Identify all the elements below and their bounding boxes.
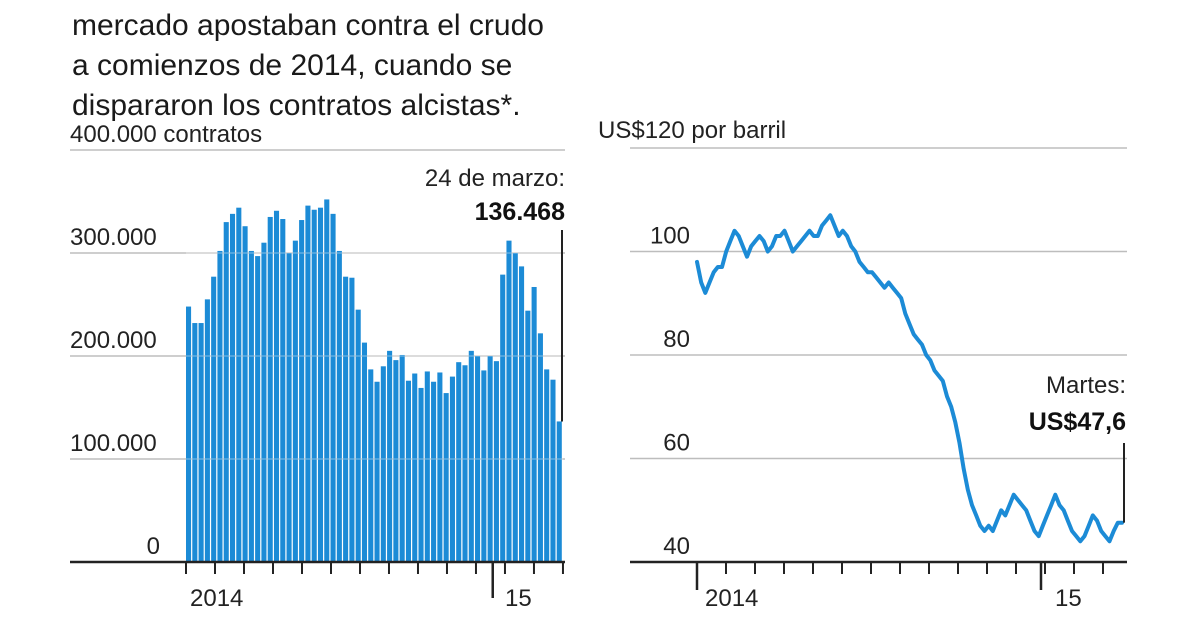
annotation-label: Martes: [1046, 372, 1126, 399]
annotation-label: 24 de marzo: [425, 165, 565, 192]
x-tick-label: 15 [1055, 585, 1082, 612]
bar [475, 356, 481, 562]
bar [305, 205, 311, 562]
intro-line-3: dispararon los contratos alcistas*. [72, 86, 592, 126]
bar [248, 250, 254, 562]
bar [556, 421, 562, 562]
bar [456, 362, 462, 562]
bar [393, 360, 399, 562]
bar [330, 213, 336, 563]
bar [324, 199, 330, 562]
bar [229, 213, 236, 563]
bar [405, 380, 411, 562]
bar [468, 350, 474, 562]
bar [292, 240, 298, 562]
bar [537, 333, 543, 562]
bar [550, 379, 556, 562]
bar [506, 240, 512, 562]
bar [531, 286, 537, 562]
y-tick-label: 40 [663, 533, 690, 560]
bar [349, 277, 355, 562]
bar [186, 306, 192, 562]
footnote-asterisk: *. [500, 89, 521, 122]
x-tick-label: 15 [505, 585, 532, 612]
bar [273, 210, 280, 562]
intro-line-1: mercado apostaban contra el crudo [72, 9, 544, 42]
bar [198, 323, 204, 562]
bar [223, 222, 229, 562]
y-tick-label: 300.000 [70, 224, 157, 251]
bar [286, 253, 292, 562]
bar [242, 226, 248, 562]
y-tick-label: 100.000 [70, 430, 157, 457]
bar [500, 274, 506, 562]
bar [431, 381, 437, 562]
bar [204, 299, 210, 562]
bar [255, 256, 261, 562]
bar [424, 371, 430, 562]
oil-price-line-chart: US$120 por barril 100 80 60 40 2014 15 Martes: U… [598, 117, 1127, 612]
price-line [695, 213, 1124, 544]
y-tick-label: 80 [663, 326, 690, 353]
y-tick-label: 60 [663, 430, 690, 457]
y-tick-label: 100 [650, 223, 690, 250]
bar [355, 309, 361, 562]
bar [449, 376, 455, 562]
bar [387, 350, 393, 562]
bar [462, 365, 468, 562]
bar [525, 310, 531, 562]
bar [317, 207, 324, 562]
bar [443, 393, 449, 562]
y-tick-label: 200.000 [70, 327, 157, 354]
bar [493, 361, 499, 562]
bar [399, 354, 405, 562]
annotation-value: US$47,6 [1029, 408, 1126, 436]
bar [512, 253, 518, 562]
bar [519, 266, 525, 562]
y-tick-label: 0 [147, 533, 160, 560]
bar [481, 370, 487, 562]
bar [368, 369, 374, 562]
y-axis-title: US$120 por barril [598, 117, 786, 144]
x-tick-label: 2014 [190, 585, 243, 612]
bar [336, 250, 342, 562]
bar [544, 369, 550, 562]
bar [217, 250, 223, 562]
bar [311, 209, 317, 563]
positions-bar-chart: 400.000 contratos 300.000 200.000 100.000 0 2… [70, 121, 565, 612]
intro-line-3-text: dispararon los contratos alcistas [72, 89, 501, 122]
intro-text: mercado apostaban contra el crudo a comi… [72, 6, 592, 126]
intro-line-2: a comienzos de 2014, cuando se [72, 49, 513, 82]
bar [380, 366, 386, 562]
bar [361, 342, 368, 562]
bar [192, 323, 198, 562]
bar [267, 216, 273, 562]
bar [261, 242, 267, 562]
bar [487, 356, 493, 562]
bar [236, 207, 242, 562]
bar [280, 219, 286, 562]
bar [437, 372, 443, 562]
bar [211, 276, 217, 562]
bar [418, 387, 424, 562]
x-tick-label: 2014 [705, 585, 758, 612]
y-axis-title: 400.000 contratos [70, 121, 262, 148]
bar [374, 381, 380, 562]
annotation-value: 136.468 [475, 198, 565, 226]
bar [343, 276, 349, 562]
bar [412, 373, 418, 562]
bar [299, 220, 305, 563]
